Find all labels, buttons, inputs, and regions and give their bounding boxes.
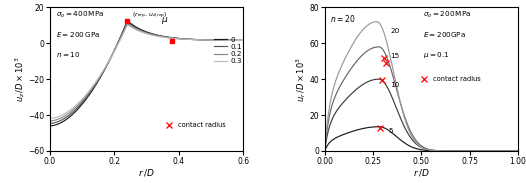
Text: $n = 10$: $n = 10$ [56,50,80,59]
Text: $n=20$: $n=20$ [330,13,356,24]
Text: $E = 200\,\mathrm{GPa}$: $E = 200\,\mathrm{GPa}$ [56,30,100,39]
Text: $\sigma_o = 400\,\mathrm{MPa}$: $\sigma_o = 400\,\mathrm{MPa}$ [56,10,104,20]
X-axis label: $r\,/D$: $r\,/D$ [138,167,155,178]
Text: contact radius: contact radius [178,122,226,128]
Y-axis label: $u_z\,/D\times 10^3$: $u_z\,/D\times 10^3$ [13,56,27,102]
Text: 10: 10 [390,82,400,87]
Text: 15: 15 [390,53,400,59]
Text: 5: 5 [389,128,393,134]
Text: $E = 200\mathrm{GPa}$: $E = 200\mathrm{GPa}$ [423,30,467,39]
Text: $(r_{\rm rep},\,u_{z|{\rm rep}})$: $(r_{\rm rep},\,u_{z|{\rm rep}})$ [132,10,168,20]
Legend: 0, 0.1, 0.2, 0.3: 0, 0.1, 0.2, 0.3 [215,37,242,64]
Text: $\sigma_o = 200\,\mathrm{MPa}$: $\sigma_o = 200\,\mathrm{MPa}$ [423,10,471,20]
Text: $\mu$: $\mu$ [161,15,169,26]
X-axis label: $r\,/D$: $r\,/D$ [413,167,430,178]
Text: 20: 20 [390,28,400,34]
Text: $\mu = 0.1$: $\mu = 0.1$ [423,50,450,60]
Text: contact radius: contact radius [433,76,481,82]
Y-axis label: $u_r\,/D\times 10^3$: $u_r\,/D\times 10^3$ [294,57,308,102]
